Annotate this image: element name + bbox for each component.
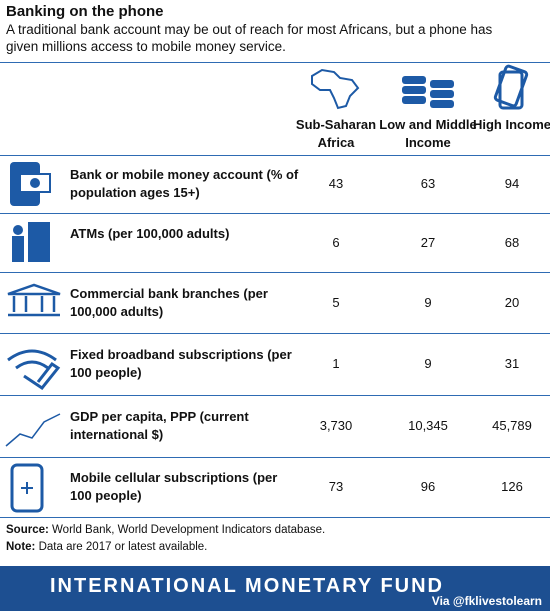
cell: 73: [328, 479, 344, 494]
cell: 10,345: [408, 418, 448, 433]
row-rule: [0, 457, 550, 458]
row-rule: [0, 213, 550, 214]
credit: Via @fklivestolearn: [431, 594, 542, 608]
gdp-icon: [5, 413, 61, 447]
africa-icon: [311, 68, 360, 110]
cell: 5: [332, 294, 340, 310]
note: Note: Data are 2017 or latest available.: [6, 541, 207, 553]
rule: [0, 62, 550, 63]
cell: 43: [328, 176, 344, 191]
coins-icon: [402, 76, 454, 108]
row-rule: [0, 333, 550, 334]
cell: 1: [332, 356, 340, 371]
banner: [0, 566, 550, 611]
bills-icon: [493, 64, 529, 110]
cell: 9: [424, 294, 432, 310]
subtitle: A traditional bank account may be out of…: [6, 22, 493, 54]
title: Banking on the phone: [6, 3, 164, 20]
row-rule: [0, 272, 550, 273]
cell: 94: [504, 176, 520, 191]
row-rule: [0, 395, 550, 396]
cell: 45,789: [492, 418, 532, 433]
row-rule: [0, 517, 550, 518]
row-label: Commercial bank branches (per 100,000 ad…: [70, 285, 268, 319]
row-label: Mobile cellular subscriptions (per 100 p…: [70, 470, 278, 503]
cell: 68: [504, 234, 520, 250]
row-label: Bank or mobile money account (% of popul…: [70, 167, 299, 200]
cell: 9: [424, 356, 432, 371]
rule: [0, 155, 550, 156]
note-label: Note:: [6, 541, 36, 553]
column-header: Low and Middle Income: [379, 117, 477, 150]
cell: 20: [504, 294, 520, 310]
cell: 31: [504, 356, 520, 371]
row-label: ATMs (per 100,000 adults): [70, 225, 230, 241]
bank-icon: [7, 283, 61, 317]
row-label: Fixed broadband subscriptions (per 100 p…: [70, 347, 292, 380]
mobile-icon: [10, 463, 44, 513]
cell: 63: [420, 176, 436, 191]
source-text: World Bank, World Development Indicators…: [52, 524, 326, 536]
cell: 96: [420, 479, 436, 494]
cell: 6: [332, 234, 340, 250]
atm-icon: [12, 222, 50, 262]
column-header: Sub-Saharan Africa: [295, 117, 377, 150]
source: Source: World Bank, World Development In…: [6, 524, 325, 536]
note-text: Data are 2017 or latest available.: [38, 541, 208, 553]
row-label: GDP per capita, PPP (current internation…: [70, 409, 249, 442]
cell: 3,730: [319, 418, 353, 433]
phone-money-icon: [10, 162, 51, 206]
cell: 27: [420, 234, 436, 250]
wifi-icon: [7, 349, 61, 390]
organization: INTERNATIONAL MONETARY FUND: [50, 575, 444, 597]
column-header: High Income: [472, 117, 550, 132]
cell: 126: [501, 479, 523, 494]
source-label: Source:: [6, 524, 49, 536]
